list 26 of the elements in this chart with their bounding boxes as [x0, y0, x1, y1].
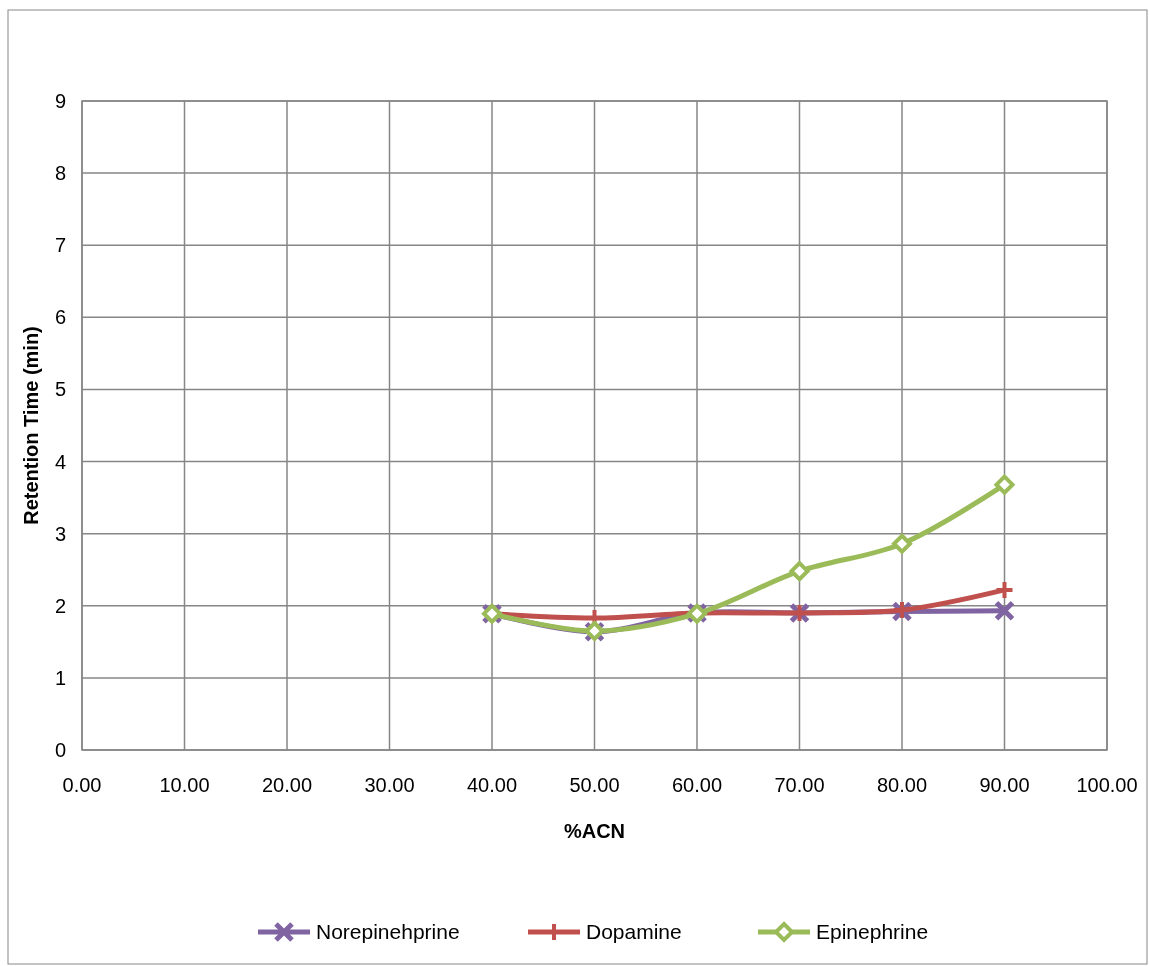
legend-label: Epinephrine: [816, 920, 929, 943]
x-tick-label: 60.00: [671, 774, 723, 796]
x-tick-label: 70.00: [774, 774, 825, 796]
y-tick-label: 2: [54, 594, 66, 617]
y-tick-label: 6: [54, 306, 66, 329]
y-tick-label: 7: [54, 234, 66, 257]
legend-label: Dopamine: [586, 920, 682, 943]
x-tick-label: 80.00: [876, 774, 928, 796]
x-tick-label: 10.00: [159, 774, 210, 796]
x-tick-label: 90.00: [979, 774, 1030, 796]
y-tick-label: 1: [54, 666, 66, 689]
y-tick-label: 0: [54, 739, 66, 761]
x-tick-label: 100.00: [1076, 774, 1138, 796]
y-axis-title: Retention Time (min): [20, 326, 42, 525]
y-tick-label: 3: [54, 522, 66, 545]
y-tick-label: 4: [54, 450, 66, 473]
x-axis-title: %ACN: [563, 820, 626, 842]
y-tick-label: 5: [54, 378, 66, 401]
x-tick-label: 0.00: [62, 774, 102, 796]
y-tick-label: 9: [54, 90, 66, 112]
x-tick-label: 30.00: [364, 774, 415, 796]
legend-label: Norepinehprine: [316, 920, 460, 943]
y-tick-label: 8: [54, 162, 66, 185]
x-tick-label: 50.00: [569, 774, 620, 796]
x-tick-label: 20.00: [261, 774, 313, 796]
x-tick-label: 40.00: [466, 774, 518, 796]
